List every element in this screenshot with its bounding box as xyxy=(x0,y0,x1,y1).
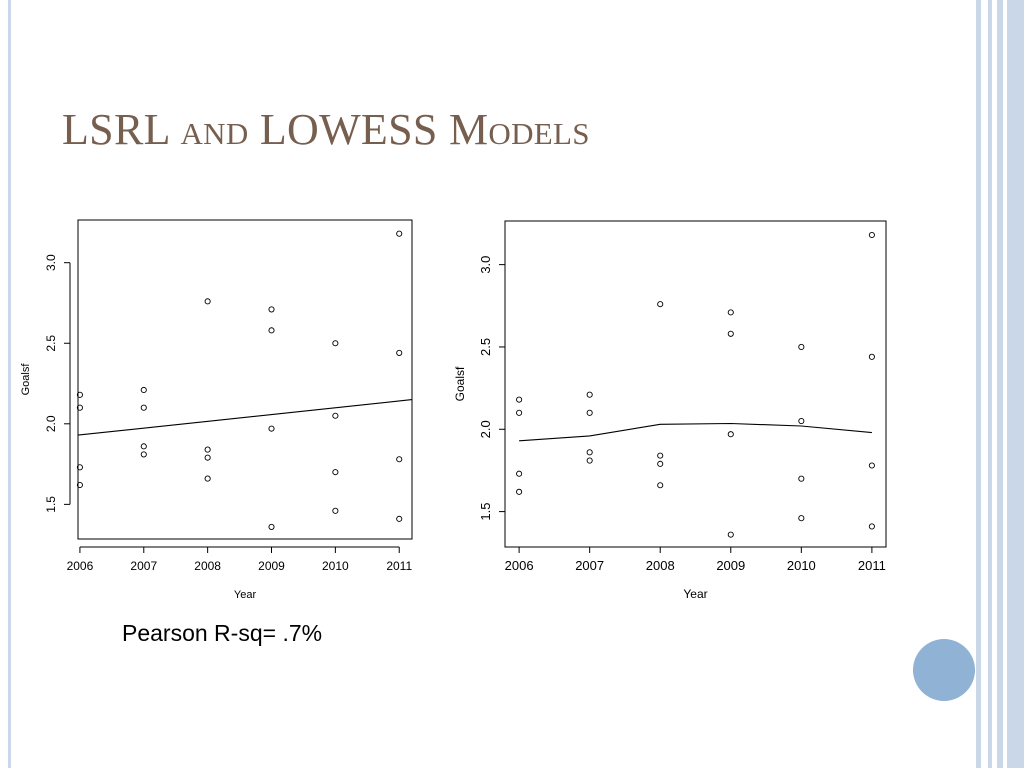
data-point xyxy=(204,475,211,482)
data-point xyxy=(868,462,875,469)
fit-line xyxy=(77,399,413,436)
data-point xyxy=(396,515,403,522)
data-point xyxy=(396,230,403,237)
data-point xyxy=(798,475,805,482)
data-point xyxy=(76,391,83,398)
data-point xyxy=(657,301,664,308)
data-point xyxy=(76,404,83,411)
data-point xyxy=(516,488,523,495)
data-point xyxy=(868,523,875,530)
data-point xyxy=(204,298,211,305)
data-point xyxy=(657,482,664,489)
y-tick-label: 2.5 xyxy=(44,335,58,352)
data-point xyxy=(798,515,805,522)
data-point xyxy=(657,460,664,467)
data-point xyxy=(586,391,593,398)
data-point xyxy=(268,425,275,432)
left-border-rule xyxy=(8,0,11,768)
x-tick-label: 2006 xyxy=(67,559,94,573)
x-tick-label: 2010 xyxy=(787,558,816,573)
title-word-models-rest: odels xyxy=(488,105,590,154)
title-word-models: Models xyxy=(449,105,590,154)
y-tick-label: 3.0 xyxy=(44,254,58,271)
data-point xyxy=(516,396,523,403)
x-tick-label: 2008 xyxy=(194,559,221,573)
y-tick-label: 1.5 xyxy=(478,503,493,521)
data-point xyxy=(140,443,147,450)
data-point xyxy=(332,340,339,347)
x-tick-label: 2011 xyxy=(858,558,886,573)
data-point xyxy=(268,327,275,334)
data-point xyxy=(140,451,147,458)
data-point xyxy=(204,446,211,453)
data-point xyxy=(268,306,275,313)
data-point xyxy=(140,404,147,411)
x-tick-label: 2009 xyxy=(258,559,285,573)
data-point xyxy=(868,231,875,239)
data-point xyxy=(586,409,593,416)
y-tick-label: 2.0 xyxy=(44,415,58,432)
x-tick-label: 2009 xyxy=(716,558,745,573)
data-point xyxy=(798,343,805,351)
data-point xyxy=(657,452,664,459)
y-axis-title: Goalsf xyxy=(20,363,32,396)
y-axis-title: Goalsf xyxy=(453,366,467,401)
data-point xyxy=(727,330,734,337)
plot-frame xyxy=(77,219,413,540)
title-word-lsrl: LSRL xyxy=(62,105,170,154)
x-tick-label: 2006 xyxy=(505,558,534,573)
data-point xyxy=(396,349,403,356)
title-word-lowess: LOWESS xyxy=(259,105,438,154)
pearson-r-squared-note: Pearson R-sq= .7% xyxy=(122,620,323,646)
data-point xyxy=(586,449,593,456)
data-point xyxy=(332,507,339,514)
data-point xyxy=(798,417,805,425)
fit-line xyxy=(519,422,872,442)
x-tick-label: 2008 xyxy=(646,558,675,573)
decorative-circle xyxy=(913,639,975,701)
data-point xyxy=(332,469,339,476)
y-tick-label: 2.5 xyxy=(478,338,493,356)
x-tick-label: 2007 xyxy=(575,558,604,573)
data-point xyxy=(586,457,593,464)
plot-frame xyxy=(504,220,887,548)
title-word-and: and xyxy=(180,105,249,154)
title-word-models-initial: M xyxy=(448,105,489,154)
x-axis-title: Year xyxy=(234,589,257,601)
data-point xyxy=(727,309,734,316)
y-tick-label: 3.0 xyxy=(478,256,493,274)
data-point xyxy=(727,531,734,538)
data-point xyxy=(868,353,875,360)
data-point xyxy=(727,431,734,438)
data-point xyxy=(332,412,339,419)
data-point xyxy=(516,409,523,416)
x-tick-label: 2011 xyxy=(386,559,412,573)
data-point xyxy=(76,464,83,471)
y-tick-label: 2.0 xyxy=(478,420,493,438)
data-point xyxy=(396,456,403,463)
data-point xyxy=(204,454,211,461)
slide-title: LSRL and LOWESS Models xyxy=(62,104,590,155)
data-point xyxy=(76,481,83,489)
x-tick-label: 2007 xyxy=(130,559,157,573)
x-tick-label: 2010 xyxy=(322,559,349,573)
data-point xyxy=(268,523,275,530)
data-point xyxy=(516,470,523,477)
x-axis-title: Year xyxy=(683,587,707,601)
y-tick-label: 1.5 xyxy=(44,496,58,513)
right-decorative-stripes xyxy=(976,0,1024,768)
data-point xyxy=(140,386,147,394)
